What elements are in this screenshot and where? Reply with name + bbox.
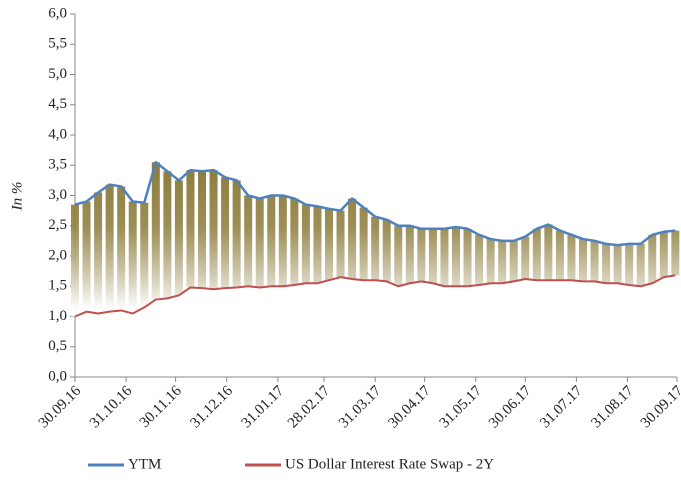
fill-bar: [521, 236, 530, 279]
legend-label: YTM: [128, 456, 161, 472]
y-tick-label: 0,5: [48, 338, 67, 354]
x-tick-label: 30.11.16: [137, 383, 185, 431]
series-line: [74, 160, 676, 247]
y-tick-label: 4,0: [48, 126, 67, 142]
fill-bar: [71, 204, 79, 317]
fill-bar: [382, 219, 391, 282]
y-axis-label: In %: [9, 182, 25, 212]
x-tick-label: 31.10.16: [87, 383, 136, 432]
fill-bar: [451, 226, 460, 287]
fill-bar: [267, 195, 276, 287]
fill-bar: [671, 230, 680, 276]
x-tick-label: 28.02.17: [285, 383, 334, 432]
fill-bar: [555, 230, 564, 281]
fill-bar: [140, 202, 149, 308]
fill-bar: [486, 239, 495, 284]
fill-bar: [163, 171, 172, 299]
fill-bar: [625, 243, 634, 286]
fill-bar: [578, 239, 587, 282]
fill-bar: [509, 240, 518, 282]
fill-bar: [128, 201, 137, 314]
x-tick-label: 31.12.16: [188, 383, 237, 432]
fill-bar: [94, 192, 103, 314]
legend-label: US Dollar Interest Rate Swap - 2Y: [285, 456, 494, 472]
y-tick-label: 3,5: [48, 157, 67, 173]
fill-bar: [117, 186, 126, 311]
x-tick-label: 30.04.17: [385, 383, 434, 432]
x-tick-label: 31.08.17: [588, 383, 637, 432]
fill-bar: [301, 204, 310, 284]
y-tick-label: 5,5: [48, 36, 67, 52]
fill-bar: [659, 231, 668, 278]
fill-bar: [636, 243, 645, 287]
fill-bar: [313, 206, 322, 284]
y-tick-label: 2,0: [48, 247, 67, 263]
fill-bar: [648, 234, 657, 284]
y-tick-label: 2,5: [48, 217, 67, 233]
fill-bar: [244, 195, 253, 287]
y-tick-label: 6,0: [48, 5, 67, 21]
fill-bar: [532, 228, 541, 281]
series-line: [74, 274, 676, 318]
fill-bar: [197, 171, 206, 289]
fill-bar: [359, 207, 368, 281]
fill-bar: [567, 234, 576, 281]
fill-bar: [209, 170, 218, 290]
fill-bar: [498, 240, 507, 284]
fill-bar: [544, 224, 553, 281]
fill-bar: [348, 198, 357, 279]
fill-bar: [221, 177, 230, 289]
fill-bar: [613, 245, 622, 284]
fill-bar: [82, 201, 91, 312]
y-tick-label: 1,0: [48, 308, 67, 324]
x-tick-label: 31.03.17: [336, 383, 385, 432]
fill-bar: [105, 184, 114, 312]
x-tick-label: 30.06.17: [486, 383, 535, 432]
fill-bar: [394, 225, 403, 287]
x-tick-label: 30.09.17: [638, 383, 681, 432]
fill-bar: [278, 195, 287, 287]
fill-bar: [602, 243, 611, 284]
fill-bar: [232, 180, 241, 288]
y-tick-label: 4,5: [48, 96, 67, 112]
fill-bar: [590, 240, 599, 282]
x-tick-label: 30.09.16: [36, 383, 85, 432]
fill-bar: [255, 198, 264, 288]
fill-bar: [290, 198, 299, 286]
x-tick-label: 31.01.17: [239, 383, 288, 432]
fill-bar: [174, 180, 183, 296]
x-tick-label: 31.05.17: [437, 383, 486, 432]
y-tick-label: 5,0: [48, 66, 67, 82]
fill-bar: [440, 228, 449, 287]
fill-bar: [371, 216, 380, 281]
fill-bar: [324, 208, 333, 281]
x-tick-label: 31.07.17: [537, 383, 586, 432]
fill-bar: [428, 228, 437, 284]
y-tick-label: 0,0: [48, 368, 67, 384]
fill-bar: [463, 228, 472, 287]
fill-bar: [336, 210, 345, 278]
fill-bar: [405, 225, 414, 284]
fill-bar: [151, 162, 160, 300]
fill-bar: [475, 234, 484, 286]
y-tick-label: 1,5: [48, 278, 67, 294]
y-tick-label: 3,0: [48, 187, 67, 203]
fill-bar: [186, 170, 195, 288]
fill-bar: [417, 228, 426, 282]
